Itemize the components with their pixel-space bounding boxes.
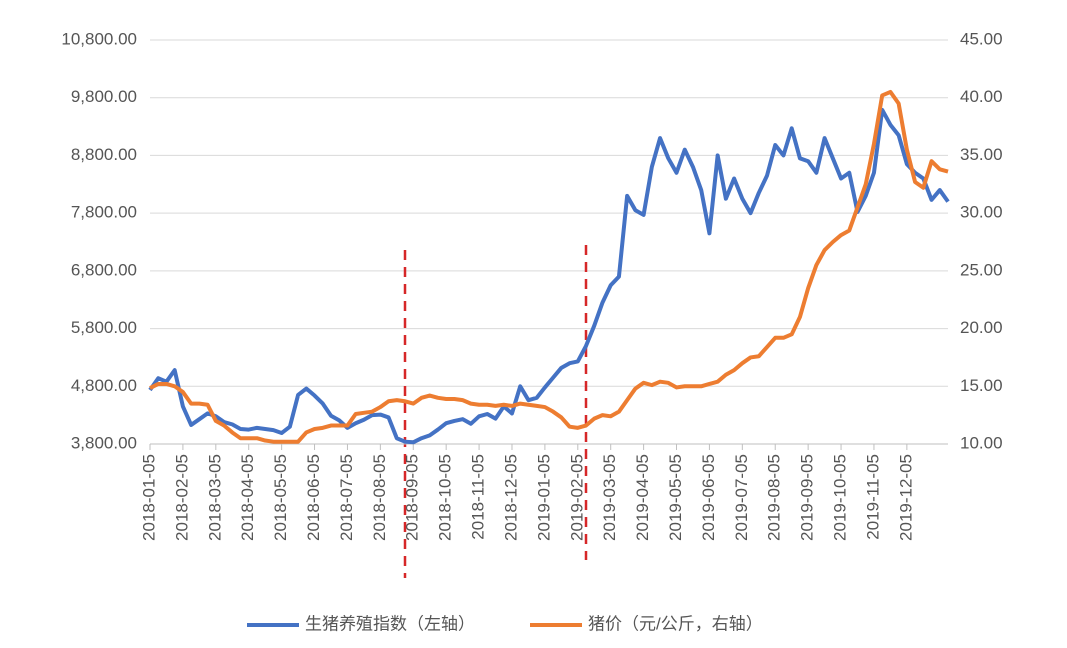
y2-tick-label: 25.00 — [960, 260, 1003, 279]
x-tick-label: 2019-03-05 — [600, 454, 619, 541]
x-tick-label: 2019-07-05 — [732, 454, 751, 541]
x-tick-label: 2019-01-05 — [534, 454, 553, 541]
y2-tick-label: 40.00 — [960, 87, 1003, 106]
x-tick-label: 2018-07-05 — [337, 454, 356, 541]
x-tick-label: 2018-09-05 — [403, 454, 422, 541]
x-tick-label: 2018-10-05 — [436, 454, 455, 541]
y2-tick-label: 15.00 — [960, 376, 1003, 395]
y2-tick-label: 10.00 — [960, 433, 1003, 452]
x-tick-label: 2019-12-05 — [896, 454, 915, 541]
x-tick-label: 2018-04-05 — [238, 454, 257, 541]
x-tick-label: 2018-08-05 — [370, 454, 389, 541]
x-tick-label: 2018-12-05 — [501, 454, 520, 541]
x-tick-label: 2018-01-05 — [139, 454, 158, 541]
y-tick-label: 10,800.00 — [61, 29, 137, 48]
x-tick-label: 2019-09-05 — [798, 454, 817, 541]
y-tick-label: 8,800.00 — [71, 145, 137, 164]
x-tick-label: 2019-11-05 — [863, 454, 882, 540]
x-tick-label: 2019-10-05 — [831, 454, 850, 541]
y-tick-label: 4,800.00 — [71, 376, 137, 395]
x-tick-label: 2018-06-05 — [304, 454, 323, 541]
x-tick-label: 2018-03-05 — [205, 454, 224, 541]
x-tick-label: 2019-02-05 — [567, 454, 586, 541]
x-tick-label: 2018-02-05 — [172, 454, 191, 541]
y2-tick-label: 30.00 — [960, 203, 1003, 222]
x-tick-label: 2019-05-05 — [666, 454, 685, 541]
x-tick-label: 2018-05-05 — [271, 454, 290, 541]
y2-tick-label: 35.00 — [960, 145, 1003, 164]
series-line — [149, 89, 949, 444]
y-tick-label: 7,800.00 — [71, 203, 137, 222]
series-line — [148, 107, 950, 445]
legend-label: 猪价（元/公斤，右轴） — [588, 614, 763, 633]
y-tick-label: 6,800.00 — [71, 260, 137, 279]
legend-label: 生猪养殖指数（左轴） — [305, 614, 475, 633]
x-tick-label: 2019-06-05 — [699, 454, 718, 541]
x-tick-label: 2019-04-05 — [633, 454, 652, 541]
y-tick-label: 5,800.00 — [71, 318, 137, 337]
y-tick-label: 9,800.00 — [71, 87, 137, 106]
y2-tick-label: 20.00 — [960, 318, 1003, 337]
x-tick-label: 2018-11-05 — [469, 454, 488, 540]
y-tick-label: 3,800.00 — [71, 433, 137, 452]
x-tick-label: 2019-08-05 — [765, 454, 784, 541]
y2-tick-label: 45.00 — [960, 29, 1003, 48]
